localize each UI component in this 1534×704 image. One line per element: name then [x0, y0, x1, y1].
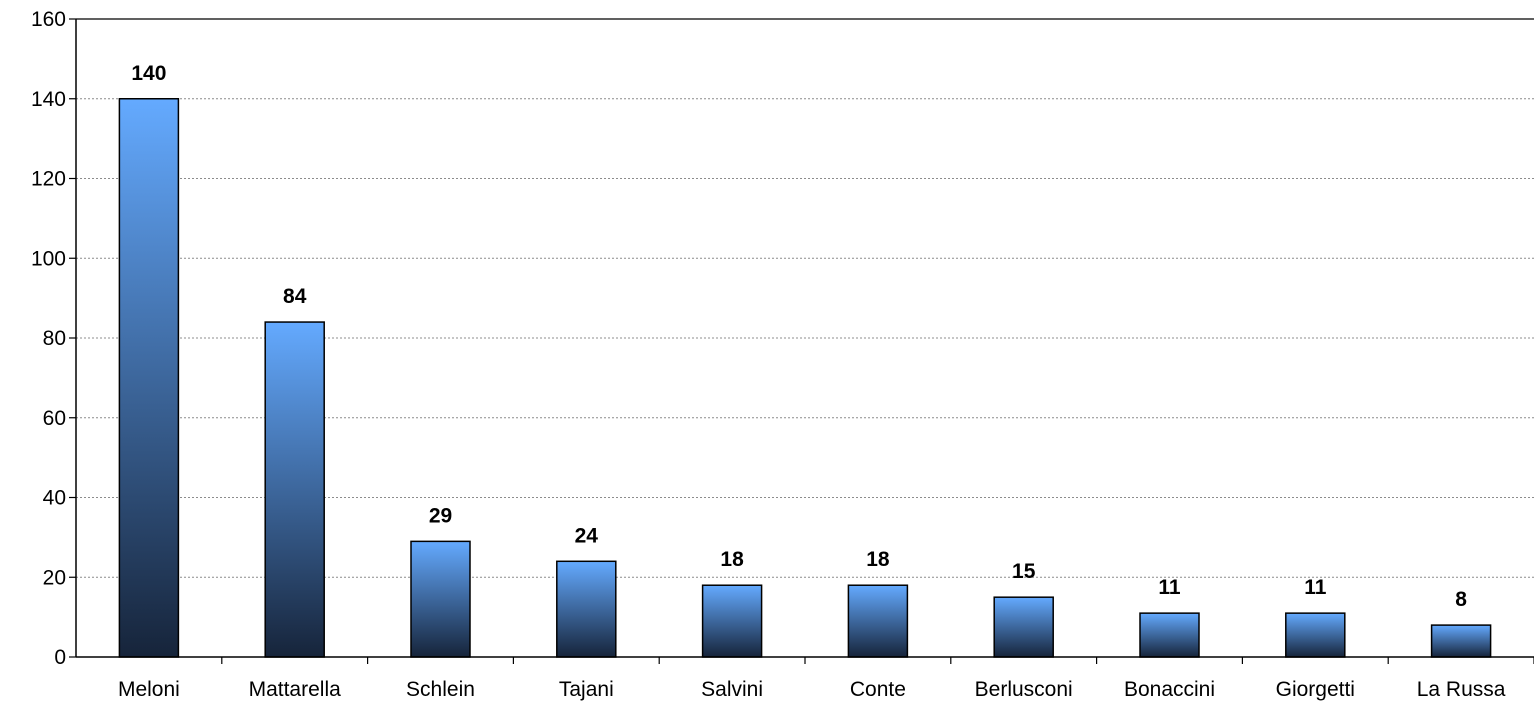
data-label: 11 — [1158, 576, 1181, 599]
category-label: Giorgetti — [1276, 678, 1355, 701]
bar-tajani — [556, 560, 617, 658]
bar-conte — [847, 584, 909, 658]
y-tick-label: 60 — [43, 407, 66, 430]
category-label: Schlein — [406, 678, 475, 701]
category-label: Bonaccini — [1124, 678, 1215, 701]
bar-giorgetti — [1285, 612, 1346, 658]
y-tick-label: 140 — [31, 88, 66, 111]
y-tick-label: 0 — [54, 646, 66, 669]
y-tick-label: 120 — [31, 168, 66, 191]
data-label: 24 — [575, 524, 599, 547]
category-label: Mattarella — [249, 678, 342, 701]
category-label: Berlusconi — [975, 678, 1073, 701]
bar-salvini — [701, 584, 763, 658]
grid-lines — [76, 98, 1534, 578]
bar-mattarella — [264, 321, 325, 658]
data-label: 140 — [131, 62, 166, 85]
data-label: 18 — [866, 548, 890, 571]
data-label: 29 — [429, 504, 452, 527]
bar-bonaccini — [1139, 612, 1200, 658]
bars — [118, 98, 1492, 658]
data-label: 11 — [1304, 576, 1327, 599]
data-label: 15 — [1012, 560, 1036, 583]
y-tick-label: 100 — [31, 247, 66, 270]
data-label: 18 — [720, 548, 744, 571]
axes — [69, 18, 1534, 664]
data-label: 8 — [1455, 588, 1467, 611]
category-label: Meloni — [118, 678, 180, 701]
y-tick-label: 20 — [43, 566, 66, 589]
category-label: Salvini — [701, 678, 763, 701]
y-tick-label: 40 — [43, 487, 66, 510]
y-tick-label: 80 — [43, 327, 66, 350]
category-label: Conte — [850, 678, 906, 701]
bar-schlein — [410, 540, 471, 658]
y-tick-label: 160 — [31, 8, 66, 31]
category-label: La Russa — [1417, 678, 1506, 701]
bar-berlusconi — [993, 596, 1054, 658]
data-label: 84 — [283, 285, 307, 308]
bar-meloni — [118, 98, 180, 658]
bar-la-russa — [1430, 624, 1492, 658]
category-label: Tajani — [559, 678, 614, 701]
labels: 0 20 40 60 80 100 120 140 160 140 Meloni 84 Mattarel… — [31, 8, 1506, 701]
